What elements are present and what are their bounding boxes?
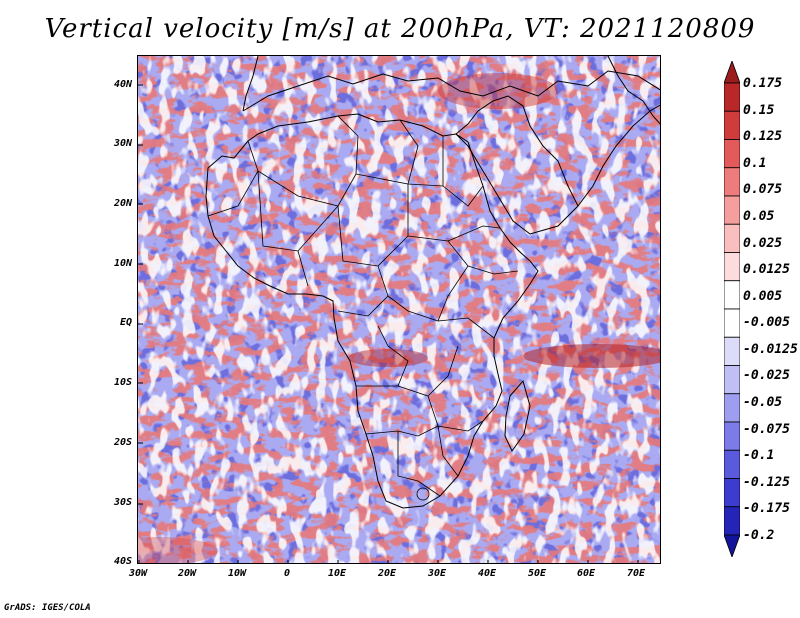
colorbar-cell — [724, 223, 740, 253]
colorbar-cell — [724, 167, 740, 197]
axis-ticks — [138, 84, 639, 563]
colorbar-label: -0.2 — [743, 528, 775, 543]
colorbar-label: 0.125 — [743, 129, 783, 145]
lon-label-50e: 50E — [527, 568, 547, 579]
colorbar-label: 0.0125 — [743, 262, 790, 278]
map-field — [138, 56, 660, 563]
colorbar-cell — [724, 365, 740, 395]
lon-label-60e: 60E — [576, 568, 596, 579]
colorbar-label: -0.005 — [743, 315, 790, 331]
colorbar-label: 0.075 — [743, 182, 783, 198]
colorbar-label: -0.125 — [743, 474, 790, 490]
colorbar-label: -0.075 — [743, 421, 790, 437]
colorbar-label: 0.15 — [743, 102, 775, 118]
colorbar-label: 0.025 — [743, 235, 783, 251]
lat-label-eq: EQ — [119, 317, 132, 328]
updraft-patch-indian-ocean — [523, 344, 660, 368]
lat-label-10s: 10S — [113, 377, 132, 388]
colorbar-tip-top — [724, 61, 740, 84]
colorbar-label: 0.05 — [743, 208, 775, 224]
coastlines — [205, 56, 660, 509]
lat-label-30s: 30S — [113, 497, 132, 508]
colorbar — [724, 61, 740, 557]
colorbar-cell — [724, 393, 740, 423]
updraft-patch-southwest — [138, 537, 218, 563]
lon-label-30w: 30W — [128, 568, 148, 579]
map-panel — [137, 55, 661, 564]
lon-label-0: 0 — [283, 568, 291, 579]
lon-label-70e: 70E — [626, 568, 646, 579]
colorbar-label: 0.005 — [743, 288, 783, 304]
colorbar-cell — [724, 506, 740, 536]
lat-label-20n: 20N — [113, 198, 132, 209]
colorbar-cell — [724, 478, 740, 508]
lat-label-40s: 40S — [113, 556, 132, 567]
colorbar-tip-bottom — [724, 534, 740, 557]
colorbar-cell — [724, 336, 740, 366]
footer-credit: GrADS: IGES/COLA — [4, 603, 91, 613]
colorbar-cell — [724, 449, 740, 479]
lon-label-20w: 20W — [177, 568, 197, 579]
updraft-patch-congo — [348, 349, 428, 367]
colorbar-label: 0.1 — [743, 155, 767, 171]
updraft-patch-mideast — [438, 73, 558, 109]
colorbar-label: -0.175 — [743, 501, 790, 517]
lon-label-10e: 10E — [327, 568, 347, 579]
colorbar-label: -0.025 — [743, 368, 790, 384]
colorbar-cell — [724, 252, 740, 282]
colorbar-label: -0.0125 — [743, 341, 798, 357]
colorbar-cell — [724, 280, 740, 310]
colorbar-cell — [724, 110, 740, 140]
colorbar-cell — [724, 195, 740, 225]
colorbar-cell — [724, 82, 740, 112]
field-neutral-layer — [138, 56, 660, 563]
plot-title: Vertical velocity [m/s] at 200hPa, VT: 2… — [44, 14, 756, 44]
lon-label-20e: 20E — [377, 568, 397, 579]
colorbar-cell — [724, 139, 740, 169]
lat-label-10n: 10N — [113, 258, 132, 269]
lat-label-40n: 40N — [113, 79, 132, 90]
lon-label-30e: 30E — [427, 568, 447, 579]
lat-label-30n: 30N — [113, 138, 132, 149]
lat-label-20s: 20S — [113, 437, 132, 448]
colorbar-label: -0.1 — [743, 448, 775, 464]
colorbar-cell — [724, 308, 740, 338]
colorbar-label: -0.05 — [743, 395, 783, 411]
country-borders — [207, 115, 519, 501]
colorbar-cell — [724, 421, 740, 451]
lon-label-40e: 40E — [477, 568, 497, 579]
lon-label-10w: 10W — [227, 568, 247, 579]
colorbar-label: 0.175 — [743, 76, 783, 91]
